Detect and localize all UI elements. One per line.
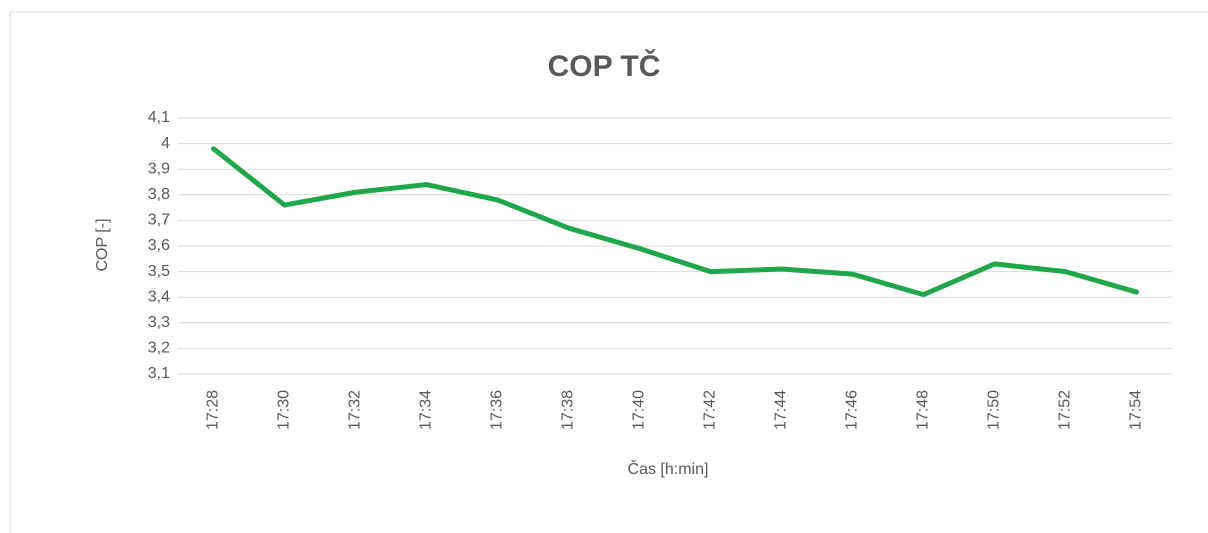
y-tick-label: 3,2 [148, 340, 170, 357]
x-tick-label: 17:32 [347, 390, 364, 430]
y-axis-label: COP [-] [94, 218, 111, 271]
x-tick-label: 17:44 [773, 390, 790, 430]
x-tick-label: 17:50 [986, 390, 1003, 430]
y-tick-label: 4 [161, 135, 170, 152]
x-tick-label: 17:46 [844, 390, 861, 430]
x-tick-label: 17:52 [1057, 390, 1074, 430]
x-tick-label: 17:36 [489, 390, 506, 430]
x-tick-label: 17:42 [702, 390, 719, 430]
y-tick-label: 3,8 [148, 186, 170, 203]
y-tick-label: 3,7 [148, 212, 170, 229]
x-tick-label: 17:54 [1128, 390, 1145, 430]
x-tick-label: 17:28 [205, 390, 222, 430]
chart-title: COP TČ [548, 49, 661, 83]
y-tick-label: 3,1 [148, 365, 170, 382]
y-tick-label: 3,3 [148, 314, 170, 331]
y-tick-label: 3,5 [148, 263, 170, 280]
x-tick-label: 17:34 [418, 390, 435, 430]
x-tick-label: 17:30 [276, 390, 293, 430]
chart-frame [9, 11, 1208, 533]
y-tick-label: 3,6 [148, 237, 170, 254]
x-tick-label: 17:40 [631, 390, 648, 430]
line-series [211, 146, 1139, 298]
x-axis-label: Čas [h:min] [628, 459, 709, 478]
x-tick-label: 17:48 [915, 390, 932, 430]
x-tick-label: 17:38 [560, 390, 577, 430]
y-tick-label: 3,4 [148, 288, 170, 305]
y-tick-label: 4,1 [148, 109, 170, 126]
y-tick-label: 3,9 [148, 160, 170, 177]
